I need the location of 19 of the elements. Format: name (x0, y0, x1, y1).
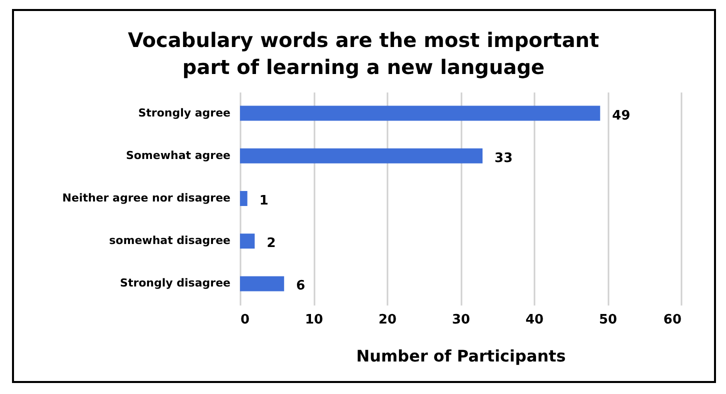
x-tick-label: 10 (304, 312, 324, 328)
data-label: 49 (612, 108, 630, 124)
chart-title: Vocabulary words are the most important part of learning a new language (128, 28, 600, 79)
x-tick-label: 50 (598, 312, 618, 328)
y-tick-label: somewhat disagree (109, 234, 230, 248)
y-tick-label: Somewhat agree (126, 148, 230, 162)
data-label: 33 (494, 150, 513, 166)
y-tick-label: Strongly disagree (120, 276, 230, 290)
x-tick-label: 30 (452, 312, 470, 328)
x-tick-label: 40 (525, 312, 544, 328)
x-axis-title: Number of Participants (356, 346, 566, 366)
data-label: 6 (296, 278, 306, 294)
data-label: 1 (259, 194, 268, 208)
x-tick-label: 0 (240, 312, 250, 328)
x-tick-label: 20 (378, 312, 397, 328)
y-tick-label: Neither agree nor disagree (62, 192, 230, 204)
data-label: 2 (266, 236, 276, 252)
x-tick-label: 60 (663, 312, 682, 328)
y-tick-label: Strongly agree (138, 106, 230, 120)
